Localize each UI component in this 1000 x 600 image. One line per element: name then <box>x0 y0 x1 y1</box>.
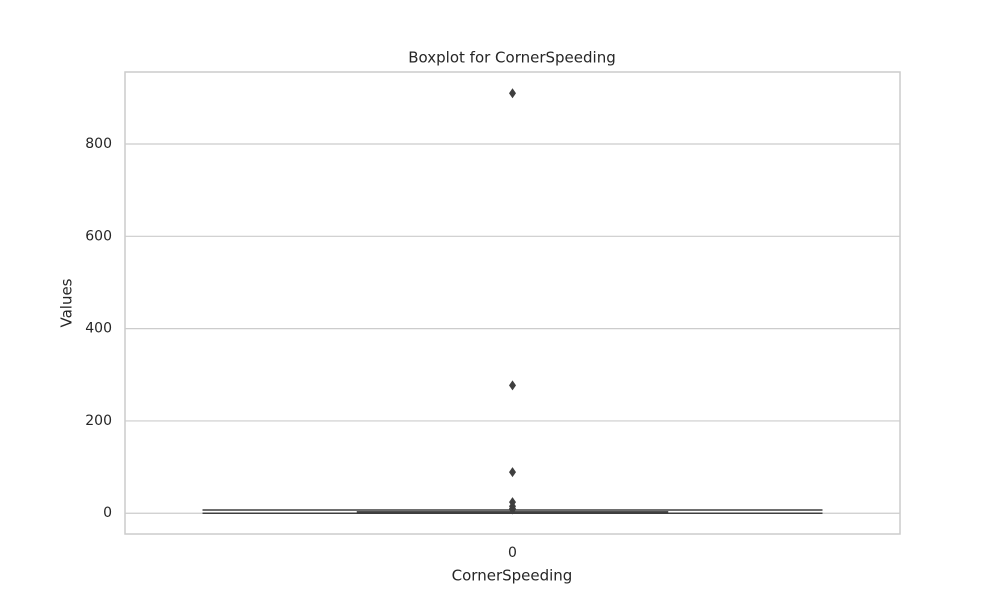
plot-frame <box>124 71 901 535</box>
y-tick-label: 800 <box>85 136 112 152</box>
outlier <box>509 467 516 478</box>
y-tick-label: 0 <box>103 505 112 521</box>
y-axis-label: Values <box>58 278 76 327</box>
chart-title: Boxplot for CornerSpeeding <box>408 49 615 67</box>
outlier <box>509 88 516 99</box>
x-tick-label: 0 <box>508 545 517 561</box>
y-tick-label: 600 <box>85 228 112 244</box>
y-tick-label: 200 <box>85 413 112 429</box>
y-tick-label: 400 <box>85 321 112 337</box>
x-axis-label: CornerSpeeding <box>452 567 573 585</box>
outlier <box>509 380 516 391</box>
outlier <box>509 504 516 515</box>
